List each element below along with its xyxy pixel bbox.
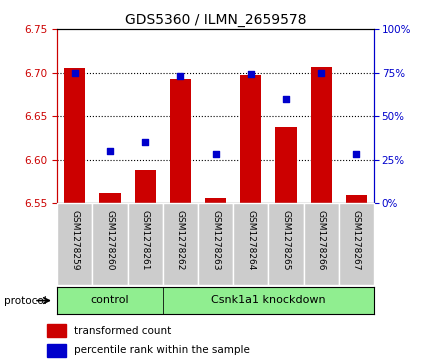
Text: GSM1278261: GSM1278261 <box>141 210 150 270</box>
Bar <box>275 127 297 203</box>
Point <box>142 139 149 145</box>
Bar <box>170 79 191 203</box>
Text: transformed count: transformed count <box>74 326 171 336</box>
Text: GSM1278259: GSM1278259 <box>70 210 79 270</box>
Bar <box>128 203 163 285</box>
Point <box>177 73 184 79</box>
Bar <box>57 203 92 285</box>
Text: percentile rank within the sample: percentile rank within the sample <box>74 345 250 355</box>
Bar <box>205 198 226 203</box>
Point <box>282 96 290 102</box>
Bar <box>198 203 233 285</box>
Text: Csnk1a1 knockdown: Csnk1a1 knockdown <box>211 295 326 305</box>
Point <box>71 70 78 76</box>
Text: GSM1278262: GSM1278262 <box>176 210 185 270</box>
Point <box>318 70 325 76</box>
Text: GSM1278260: GSM1278260 <box>106 210 114 270</box>
Bar <box>240 75 261 203</box>
Text: GSM1278267: GSM1278267 <box>352 210 361 270</box>
Bar <box>346 195 367 203</box>
Point <box>247 72 254 77</box>
Text: GSM1278266: GSM1278266 <box>317 210 326 270</box>
Point <box>212 152 219 158</box>
Bar <box>304 203 339 285</box>
Text: GSM1278265: GSM1278265 <box>282 210 290 270</box>
Bar <box>268 203 304 285</box>
Point <box>106 148 114 154</box>
Bar <box>92 203 128 285</box>
Bar <box>233 203 268 285</box>
Bar <box>64 68 85 203</box>
Text: protocol: protocol <box>4 295 47 306</box>
Bar <box>99 193 121 203</box>
Bar <box>135 170 156 203</box>
Text: GSM1278263: GSM1278263 <box>211 210 220 270</box>
Bar <box>47 344 66 357</box>
Text: GSM1278264: GSM1278264 <box>246 210 255 270</box>
Bar <box>163 203 198 285</box>
Text: control: control <box>91 295 129 305</box>
Bar <box>57 287 163 314</box>
Bar <box>163 287 374 314</box>
Point <box>353 152 360 158</box>
Bar <box>339 203 374 285</box>
Bar <box>311 68 332 203</box>
Title: GDS5360 / ILMN_2659578: GDS5360 / ILMN_2659578 <box>125 13 306 26</box>
Bar <box>47 324 66 337</box>
